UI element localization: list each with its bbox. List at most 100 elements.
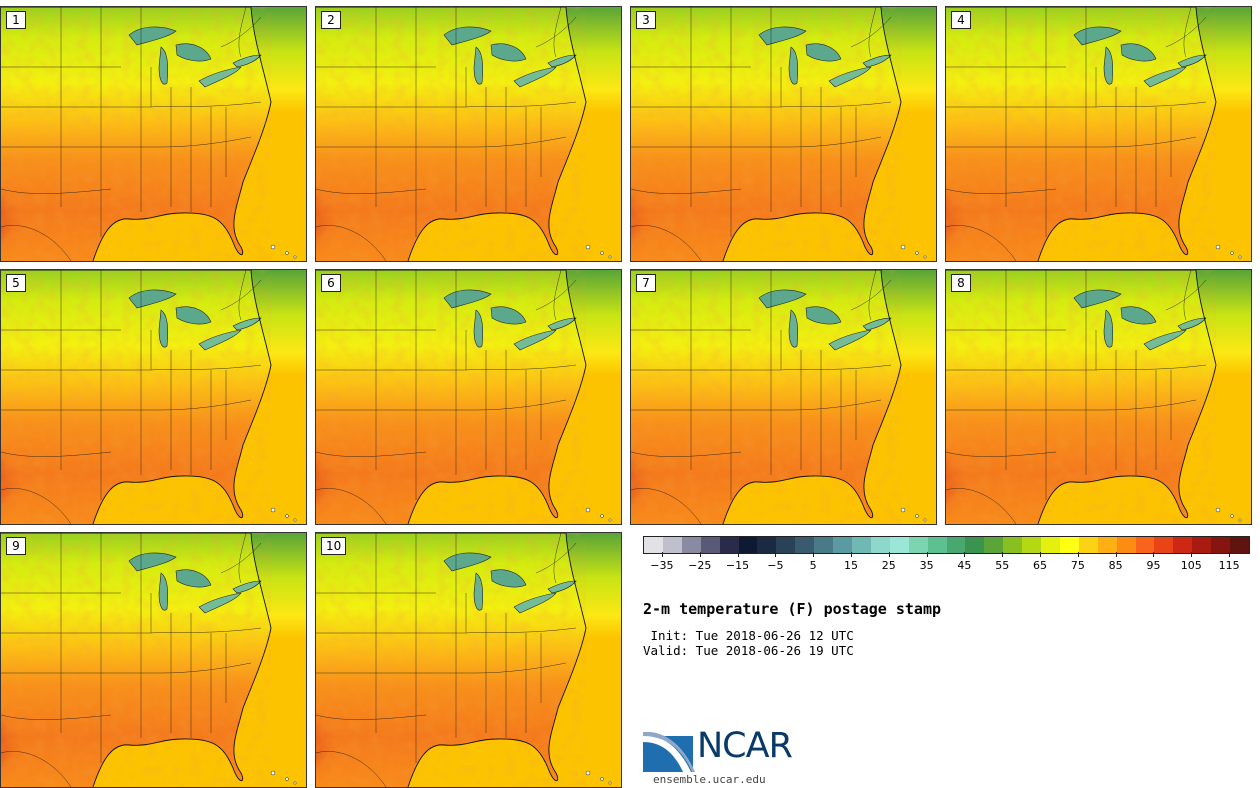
colorbar-tick	[737, 552, 739, 557]
colorbar-tick	[850, 552, 852, 557]
colorbar-segment	[1116, 537, 1136, 553]
chart-title: 2-m temperature (F) postage stamp	[643, 600, 942, 618]
temperature-map	[631, 7, 936, 261]
panel-number: 6	[321, 274, 341, 292]
colorbar-segment	[644, 537, 663, 553]
colorbar-tick	[1077, 552, 1079, 557]
colorbar-tick	[775, 552, 777, 557]
colorbar-tick	[964, 552, 966, 557]
colorbar-tick	[1191, 552, 1193, 557]
colorbar-segment	[1059, 537, 1079, 553]
colorbar-segment	[681, 537, 701, 553]
colorbar-ticks: −35 −25 −15 −5 5 15 25 35 45 55 65 75 85 95 105 115	[643, 552, 1248, 576]
map-panel: 1	[0, 6, 307, 262]
map-panel: 2	[315, 6, 622, 262]
map-panel: 4	[945, 6, 1252, 262]
colorbar-tick-label: 65	[1033, 559, 1048, 572]
colorbar-tick-label: −35	[650, 559, 674, 572]
panel-number: 1	[6, 11, 26, 29]
colorbar-tick	[661, 552, 663, 557]
colorbar-segment	[1078, 537, 1098, 553]
colorbar-segment	[795, 537, 815, 553]
temperature-map	[1, 270, 306, 524]
colorbar-segment	[870, 537, 890, 553]
temperature-map	[946, 7, 1251, 261]
colorbar-segment	[1211, 537, 1231, 553]
map-panel: 6	[315, 269, 622, 525]
panel-number: 8	[951, 274, 971, 292]
colorbar-tick-label: 55	[995, 559, 1010, 572]
temperature-map	[316, 533, 621, 787]
temperature-map	[1, 7, 306, 261]
temperature-map	[1, 533, 306, 787]
colorbar-tick	[1153, 552, 1155, 557]
colorbar-tick-label: 105	[1180, 559, 1202, 572]
colorbar-tick-label: 115	[1218, 559, 1240, 572]
colorbar-segment	[757, 537, 777, 553]
colorbar-segment	[700, 537, 720, 553]
panel-number: 3	[636, 11, 656, 29]
colorbar-segment	[776, 537, 796, 553]
map-panel: 10	[315, 532, 622, 788]
colorbar-segment	[833, 537, 852, 553]
colorbar-segment	[1173, 537, 1193, 553]
panel-number: 7	[636, 274, 656, 292]
colorbar-segment	[1003, 537, 1023, 553]
panel-number: 9	[6, 537, 26, 555]
colorbar-segment	[851, 537, 871, 553]
ncar-logo-mark	[643, 731, 695, 772]
colorbar-tick-label: 85	[1108, 559, 1123, 572]
logo-url[interactable]: ensemble.ucar.edu	[653, 773, 766, 786]
colorbar-tick-label: 15	[843, 559, 858, 572]
temperature-map	[946, 270, 1251, 524]
init-time: Init: Tue 2018-06-26 12 UTC	[643, 628, 854, 643]
colorbar-tick	[699, 552, 701, 557]
colorbar-tick-label: 5	[809, 559, 817, 572]
map-panel: 5	[0, 269, 307, 525]
colorbar-tick-label: −15	[725, 559, 750, 572]
colorbar-tick-label: 25	[881, 559, 896, 572]
panel-number: 5	[6, 274, 26, 292]
colorbar-tick	[926, 552, 928, 557]
colorbar-segment	[814, 537, 834, 553]
colorbar-segment	[662, 537, 682, 553]
colorbar-tick	[1002, 552, 1004, 557]
valid-time: Valid: Tue 2018-06-26 19 UTC	[643, 643, 854, 658]
colorbar-tick-label: 45	[957, 559, 972, 572]
map-panel: 9	[0, 532, 307, 788]
map-panel: 8	[945, 269, 1252, 525]
logo-wordmark: NCAR	[697, 726, 793, 766]
colorbar-tick	[888, 552, 890, 557]
colorbar-segment	[908, 537, 928, 553]
panel-number: 2	[321, 11, 341, 29]
colorbar-tick-label: −5	[767, 559, 784, 572]
colorbar-segment	[1192, 537, 1212, 553]
colorbar-segment	[946, 537, 966, 553]
colorbar-segment	[1097, 537, 1117, 553]
colorbar-tick	[1115, 552, 1117, 557]
panel-number: 4	[951, 11, 971, 29]
colorbar-segment	[889, 537, 909, 553]
colorbar-segment	[738, 537, 758, 553]
map-panel: 7	[630, 269, 937, 525]
colorbar-segment	[984, 537, 1004, 553]
colorbar-segment	[965, 537, 985, 553]
colorbar-segment	[719, 537, 739, 553]
colorbar-segment	[1135, 537, 1155, 553]
temperature-map	[631, 270, 936, 524]
colorbar-segment	[1041, 537, 1060, 553]
ncar-logo: NCAR ensemble.ucar.edu	[643, 726, 793, 786]
map-panel: 3	[630, 6, 937, 262]
colorbar-tick-label: −25	[688, 559, 712, 572]
colorbar-tick-label: 75	[1070, 559, 1085, 572]
colorbar-tick-label: 35	[919, 559, 934, 572]
panel-number: 10	[321, 537, 347, 555]
temperature-map	[316, 7, 621, 261]
colorbar-segment	[1230, 537, 1249, 553]
colorbar-segment	[1154, 537, 1174, 553]
temperature-colorbar	[643, 536, 1250, 554]
colorbar-tick	[813, 552, 815, 557]
colorbar-tick	[1229, 552, 1231, 557]
colorbar-tick	[1040, 552, 1042, 557]
temperature-map	[316, 270, 621, 524]
